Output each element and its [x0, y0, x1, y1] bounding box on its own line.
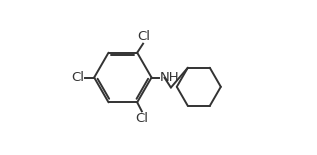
Text: Cl: Cl — [136, 112, 149, 125]
Text: Cl: Cl — [137, 30, 150, 43]
Text: Cl: Cl — [71, 71, 84, 84]
Text: NH: NH — [160, 71, 180, 84]
